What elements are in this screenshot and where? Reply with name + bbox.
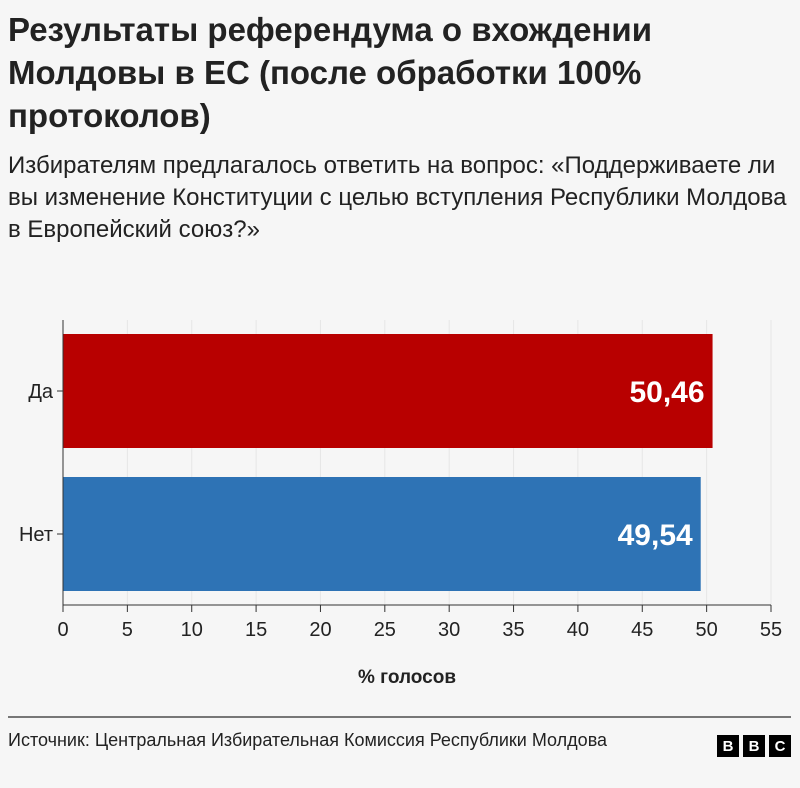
bar-yes bbox=[63, 334, 713, 448]
x-tick-label: 0 bbox=[57, 619, 68, 641]
x-tick-label: 45 bbox=[631, 619, 653, 641]
footer-divider bbox=[8, 716, 791, 718]
bar-chart: 0 5 10 15 20 25 30 35 40 45 50 55 50,46 Да 49,54 Нет % г… bbox=[19, 320, 782, 688]
x-tick-label: 20 bbox=[309, 619, 331, 641]
bar-value-label: 49,54 bbox=[618, 519, 693, 552]
x-tick-label: 5 bbox=[122, 619, 133, 641]
chart-title: Результаты референдума о вхождении Молдо… bbox=[8, 11, 652, 134]
category-label: Нет bbox=[19, 524, 53, 546]
category-label: Да bbox=[28, 381, 54, 403]
x-tick-label: 50 bbox=[696, 619, 718, 641]
x-tick-label: 55 bbox=[760, 619, 782, 641]
source-note: Источник: Центральная Избирательная Коми… bbox=[8, 730, 608, 750]
x-tick-label: 35 bbox=[502, 619, 524, 641]
x-tick-label: 10 bbox=[181, 619, 203, 641]
x-axis-title: % голосов bbox=[358, 667, 456, 688]
bar-no bbox=[63, 477, 701, 591]
x-tick-label: 15 bbox=[245, 619, 267, 641]
chart-subtitle: Избирателям предлагалось ответить на воп… bbox=[8, 152, 787, 243]
x-tick-label: 40 bbox=[567, 619, 589, 641]
x-tick-label: 25 bbox=[374, 619, 396, 641]
x-tick-label: 30 bbox=[438, 619, 460, 641]
bar-value-label: 50,46 bbox=[629, 376, 704, 409]
